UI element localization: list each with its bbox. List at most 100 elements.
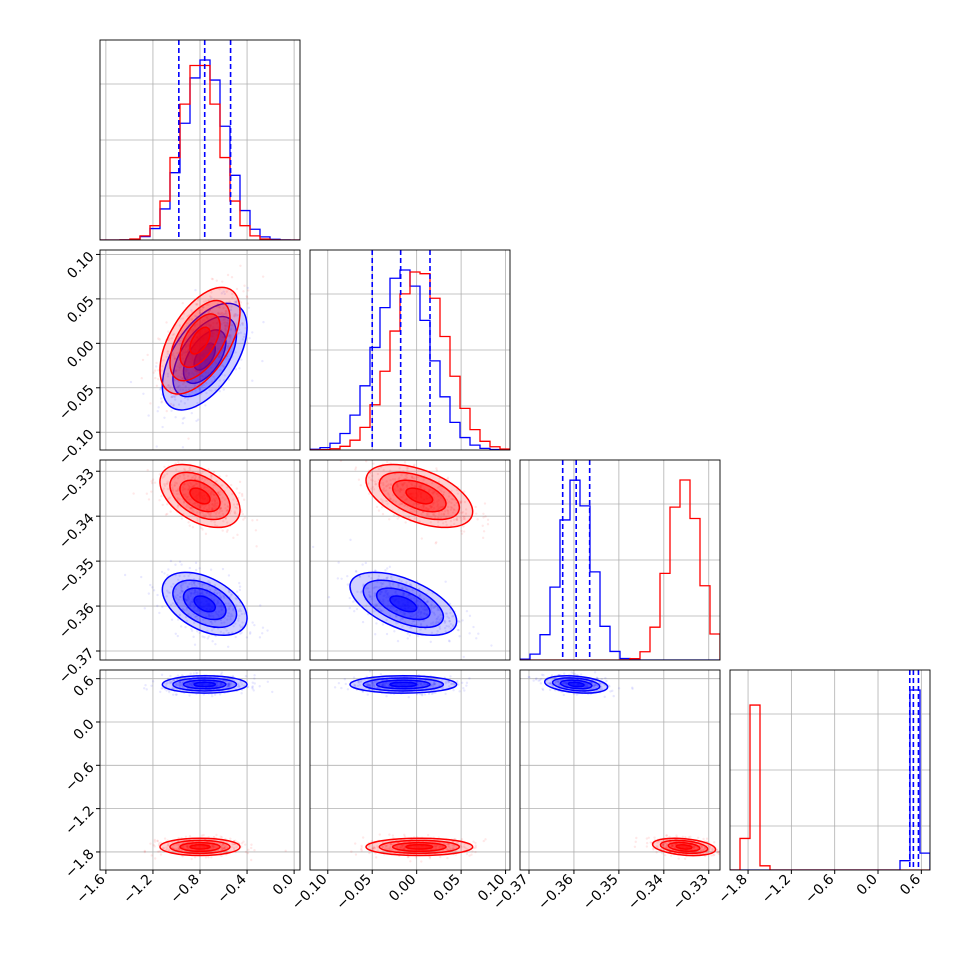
sample-point (204, 299, 208, 303)
sample-point (187, 344, 190, 347)
sample-point (226, 346, 229, 349)
sample-point (185, 367, 188, 371)
sample-point (433, 683, 437, 686)
sample-point (422, 478, 425, 482)
sample-point (180, 563, 183, 566)
sample-point (193, 592, 196, 596)
sample-point (433, 501, 436, 504)
sample-point (142, 392, 145, 395)
sample-point (174, 369, 177, 373)
sample-point (213, 504, 216, 507)
sample-point (392, 493, 395, 497)
sample-point (401, 496, 404, 499)
sample-point (218, 515, 222, 518)
sample-point (405, 581, 408, 584)
sample-point (190, 629, 194, 632)
sample-point (240, 510, 243, 514)
sample-point (354, 466, 358, 469)
sample-point (448, 680, 451, 683)
sample-point (184, 343, 188, 347)
sample-point (390, 606, 393, 609)
sample-point (460, 532, 464, 535)
sample-point (436, 608, 439, 612)
sample-point (227, 342, 230, 346)
sample-point (353, 610, 356, 613)
sample-point (220, 847, 224, 850)
sample-point (190, 309, 193, 312)
sample-point (186, 351, 189, 354)
sample-point (224, 324, 227, 328)
sample-point (406, 637, 409, 640)
sample-point (174, 683, 178, 686)
sample-point (439, 496, 443, 500)
sample-point (373, 592, 376, 595)
sample-point (184, 373, 188, 376)
sample-point (445, 847, 448, 851)
sample-point (246, 851, 250, 855)
sample-point (218, 594, 222, 597)
sample-point (166, 352, 169, 356)
sample-point (406, 588, 409, 592)
sample-point (218, 337, 221, 341)
sample-point (180, 683, 183, 687)
sample-point (372, 610, 375, 613)
sample-point (211, 306, 214, 309)
sample-point (155, 445, 158, 448)
sample-point (422, 504, 425, 507)
sample-point (204, 348, 207, 352)
sample-point (176, 618, 180, 621)
sample-point (436, 607, 440, 610)
sample-point (389, 848, 392, 851)
sample-point (422, 619, 426, 622)
sample-point (209, 366, 213, 369)
sample-point (212, 375, 215, 378)
sample-point (432, 513, 435, 516)
sample-point (183, 482, 187, 486)
sample-point (360, 849, 363, 852)
sample-point (447, 495, 451, 498)
sample-point (205, 347, 209, 350)
sample-point (465, 681, 469, 685)
sample-point (181, 583, 184, 586)
sample-point (189, 395, 193, 399)
sample-point (196, 418, 200, 421)
sample-point (228, 334, 231, 338)
sample-point (212, 844, 215, 847)
sample-point (205, 508, 209, 511)
sample-point (475, 637, 478, 640)
sample-point (180, 353, 184, 356)
sample-point (226, 322, 230, 325)
sample-point (232, 536, 235, 540)
sample-point (437, 521, 440, 524)
sample-point (370, 681, 374, 684)
sample-point (236, 332, 239, 335)
sample-point (481, 524, 484, 527)
sample-point (486, 523, 490, 526)
sample-point (196, 401, 199, 405)
sample-point (184, 598, 188, 602)
sample-point (433, 682, 437, 686)
sample-point (143, 849, 147, 853)
sample-point (211, 503, 214, 506)
sample-point (220, 605, 223, 609)
sample-point (186, 594, 190, 597)
sample-point (245, 295, 249, 298)
sample-point (359, 848, 363, 851)
sample-point (178, 366, 181, 369)
sample-point (383, 594, 386, 597)
sample-point (225, 530, 229, 533)
sample-point (176, 683, 180, 687)
sample-point (414, 612, 418, 616)
sample-point (176, 634, 179, 638)
sample-point (199, 324, 202, 328)
sample-point (181, 607, 185, 611)
sample-point (183, 500, 186, 503)
sample-point (219, 312, 222, 316)
sample-point (162, 359, 165, 362)
sample-point (211, 503, 214, 506)
sample-point (185, 375, 188, 379)
sample-point (403, 482, 406, 485)
sample-point (208, 309, 211, 312)
sample-point (175, 682, 178, 685)
sample-point (221, 364, 224, 367)
